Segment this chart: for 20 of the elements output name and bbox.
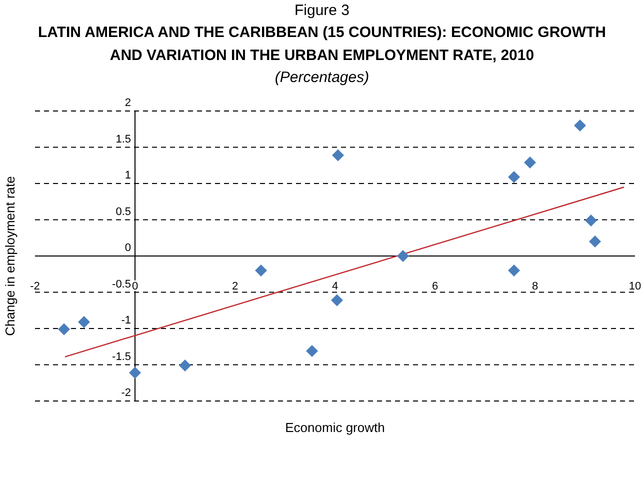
x-tick-label: -2 bbox=[30, 280, 40, 292]
x-tick-label: 2 bbox=[232, 280, 238, 292]
y-tick-label: 1 bbox=[124, 170, 131, 182]
x-tick-label: 10 bbox=[628, 280, 642, 292]
chart-subtitle: LATIN AMERICA AND THE CARIBBEAN (15 COUNTRIES): ECONOMIC GROWTH AND VARIATION IN THE URBAN EMPLOYMENT RATE, 2010 bbox=[36, 23, 608, 66]
y-tick-label: -2 bbox=[121, 387, 131, 399]
y-axis-title: Change in employment rate bbox=[2, 176, 18, 336]
y-tick-label: 0.5 bbox=[116, 206, 131, 218]
y-tick-label: -1.5 bbox=[112, 350, 131, 363]
chart-title: Figure 3 bbox=[293, 2, 351, 19]
x-tick-label: 4 bbox=[332, 280, 338, 292]
x-tick-label: 8 bbox=[532, 280, 538, 292]
y-tick-label: -0.5 bbox=[112, 278, 131, 290]
y-tick-label: 2 bbox=[124, 97, 131, 109]
x-axis-title: Economic growth bbox=[285, 420, 385, 435]
x-tick-label: 6 bbox=[432, 280, 438, 292]
y-tick-label: 0 bbox=[124, 242, 131, 254]
y-tick-label: -1 bbox=[121, 314, 131, 326]
text: (Percentages) bbox=[274, 68, 370, 88]
y-tick-label: 1.5 bbox=[116, 133, 131, 146]
